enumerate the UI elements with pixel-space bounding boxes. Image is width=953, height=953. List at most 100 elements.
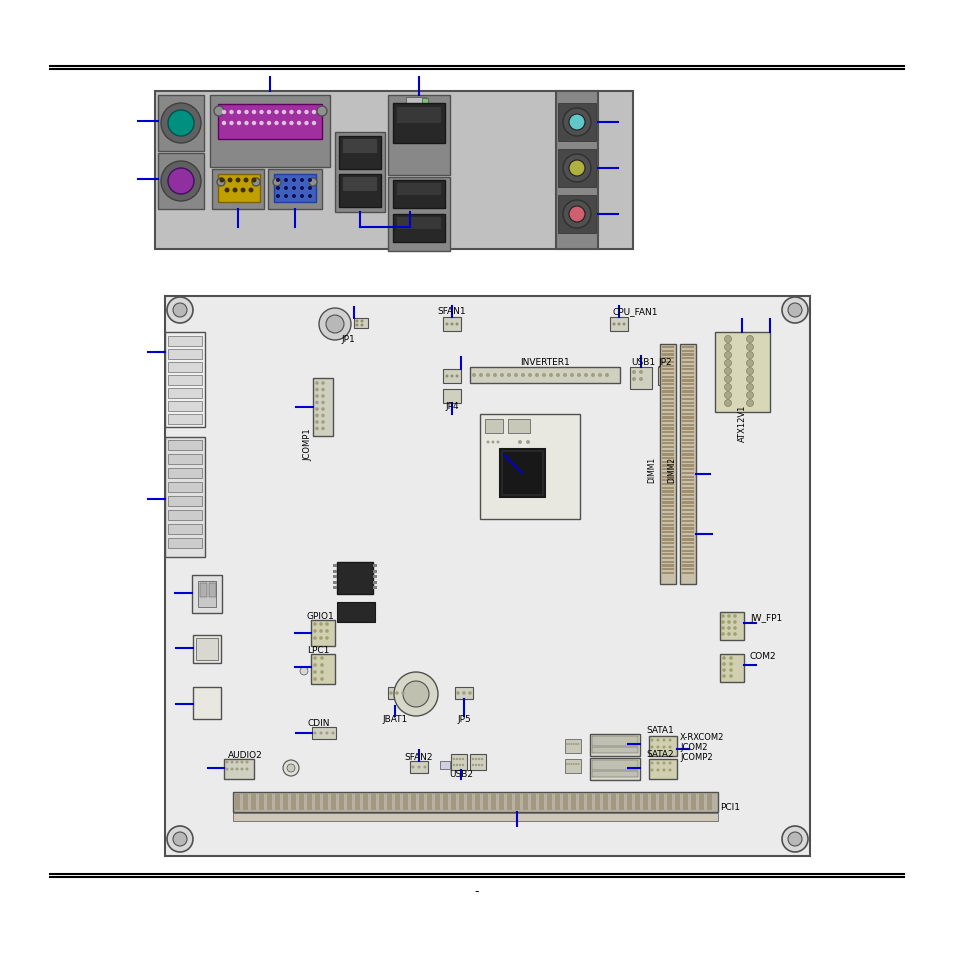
Bar bbox=[165, 437, 205, 558]
Bar bbox=[602, 794, 607, 810]
Bar bbox=[564, 760, 580, 773]
Bar bbox=[661, 457, 673, 459]
Bar bbox=[661, 517, 673, 518]
Bar bbox=[661, 558, 673, 559]
Bar bbox=[661, 561, 673, 563]
Bar bbox=[681, 439, 693, 441]
Bar bbox=[681, 416, 693, 419]
Bar bbox=[648, 737, 677, 757]
Bar bbox=[291, 794, 295, 810]
Circle shape bbox=[517, 440, 521, 444]
Bar bbox=[681, 524, 693, 526]
Circle shape bbox=[728, 662, 732, 666]
Bar bbox=[502, 453, 541, 495]
Bar bbox=[681, 347, 693, 349]
Bar bbox=[681, 498, 693, 500]
Bar bbox=[158, 96, 204, 152]
Bar bbox=[690, 794, 696, 810]
Bar bbox=[681, 432, 693, 434]
Bar bbox=[410, 761, 428, 773]
Circle shape bbox=[723, 344, 731, 351]
Circle shape bbox=[321, 388, 324, 392]
Circle shape bbox=[314, 388, 318, 392]
Circle shape bbox=[321, 421, 324, 424]
Bar bbox=[333, 581, 336, 584]
Text: AUDIO2: AUDIO2 bbox=[228, 751, 262, 760]
Circle shape bbox=[216, 179, 225, 187]
Circle shape bbox=[236, 122, 241, 126]
Circle shape bbox=[417, 765, 420, 769]
Bar bbox=[661, 454, 673, 456]
Circle shape bbox=[485, 374, 490, 377]
Circle shape bbox=[289, 111, 294, 115]
Circle shape bbox=[590, 374, 595, 377]
Bar bbox=[258, 794, 264, 810]
Circle shape bbox=[325, 732, 328, 735]
Circle shape bbox=[267, 122, 271, 126]
Bar bbox=[629, 368, 651, 390]
Circle shape bbox=[325, 622, 329, 626]
Bar bbox=[168, 389, 202, 398]
Bar bbox=[681, 398, 693, 400]
Circle shape bbox=[491, 441, 494, 444]
Circle shape bbox=[320, 678, 323, 681]
Circle shape bbox=[401, 692, 404, 695]
Circle shape bbox=[314, 401, 318, 405]
Circle shape bbox=[475, 758, 476, 760]
Bar bbox=[681, 376, 693, 378]
Text: USB1: USB1 bbox=[630, 358, 655, 367]
Circle shape bbox=[240, 760, 243, 763]
Bar bbox=[168, 455, 202, 464]
Circle shape bbox=[395, 692, 398, 695]
Circle shape bbox=[723, 392, 731, 399]
Bar bbox=[458, 794, 463, 810]
Circle shape bbox=[316, 107, 327, 117]
Circle shape bbox=[723, 336, 731, 343]
Bar bbox=[681, 487, 693, 489]
Circle shape bbox=[745, 392, 753, 399]
Bar bbox=[681, 361, 693, 364]
Circle shape bbox=[720, 620, 724, 624]
Circle shape bbox=[284, 194, 288, 199]
Bar bbox=[675, 794, 679, 810]
Circle shape bbox=[568, 161, 584, 177]
Bar bbox=[679, 345, 696, 584]
Bar bbox=[592, 737, 638, 746]
Circle shape bbox=[225, 760, 229, 763]
Circle shape bbox=[236, 111, 241, 115]
Circle shape bbox=[240, 768, 243, 771]
Circle shape bbox=[243, 178, 248, 183]
Circle shape bbox=[231, 768, 233, 771]
Circle shape bbox=[720, 615, 724, 618]
Bar bbox=[661, 446, 673, 449]
Bar bbox=[439, 761, 450, 769]
Circle shape bbox=[661, 739, 665, 741]
Bar bbox=[661, 347, 673, 349]
Circle shape bbox=[313, 637, 316, 640]
Circle shape bbox=[631, 377, 636, 381]
Text: SFAN1: SFAN1 bbox=[437, 307, 466, 316]
Bar bbox=[393, 181, 444, 209]
Bar bbox=[659, 794, 663, 810]
Text: SATA2: SATA2 bbox=[645, 750, 673, 759]
Bar bbox=[479, 415, 579, 519]
Bar bbox=[467, 794, 472, 810]
Text: JCOMP1: JCOMP1 bbox=[303, 428, 313, 461]
Circle shape bbox=[458, 764, 460, 766]
Circle shape bbox=[275, 179, 280, 183]
Bar bbox=[681, 476, 693, 478]
Circle shape bbox=[314, 408, 318, 412]
Bar bbox=[578, 794, 583, 810]
Bar bbox=[610, 794, 616, 810]
Circle shape bbox=[319, 630, 322, 633]
Circle shape bbox=[577, 763, 578, 765]
Circle shape bbox=[728, 675, 732, 679]
Bar bbox=[681, 509, 693, 512]
Circle shape bbox=[639, 377, 642, 381]
Circle shape bbox=[726, 615, 730, 618]
Bar bbox=[609, 317, 627, 332]
Circle shape bbox=[289, 122, 294, 126]
Bar bbox=[661, 465, 673, 467]
Bar bbox=[650, 794, 656, 810]
Circle shape bbox=[248, 189, 253, 193]
